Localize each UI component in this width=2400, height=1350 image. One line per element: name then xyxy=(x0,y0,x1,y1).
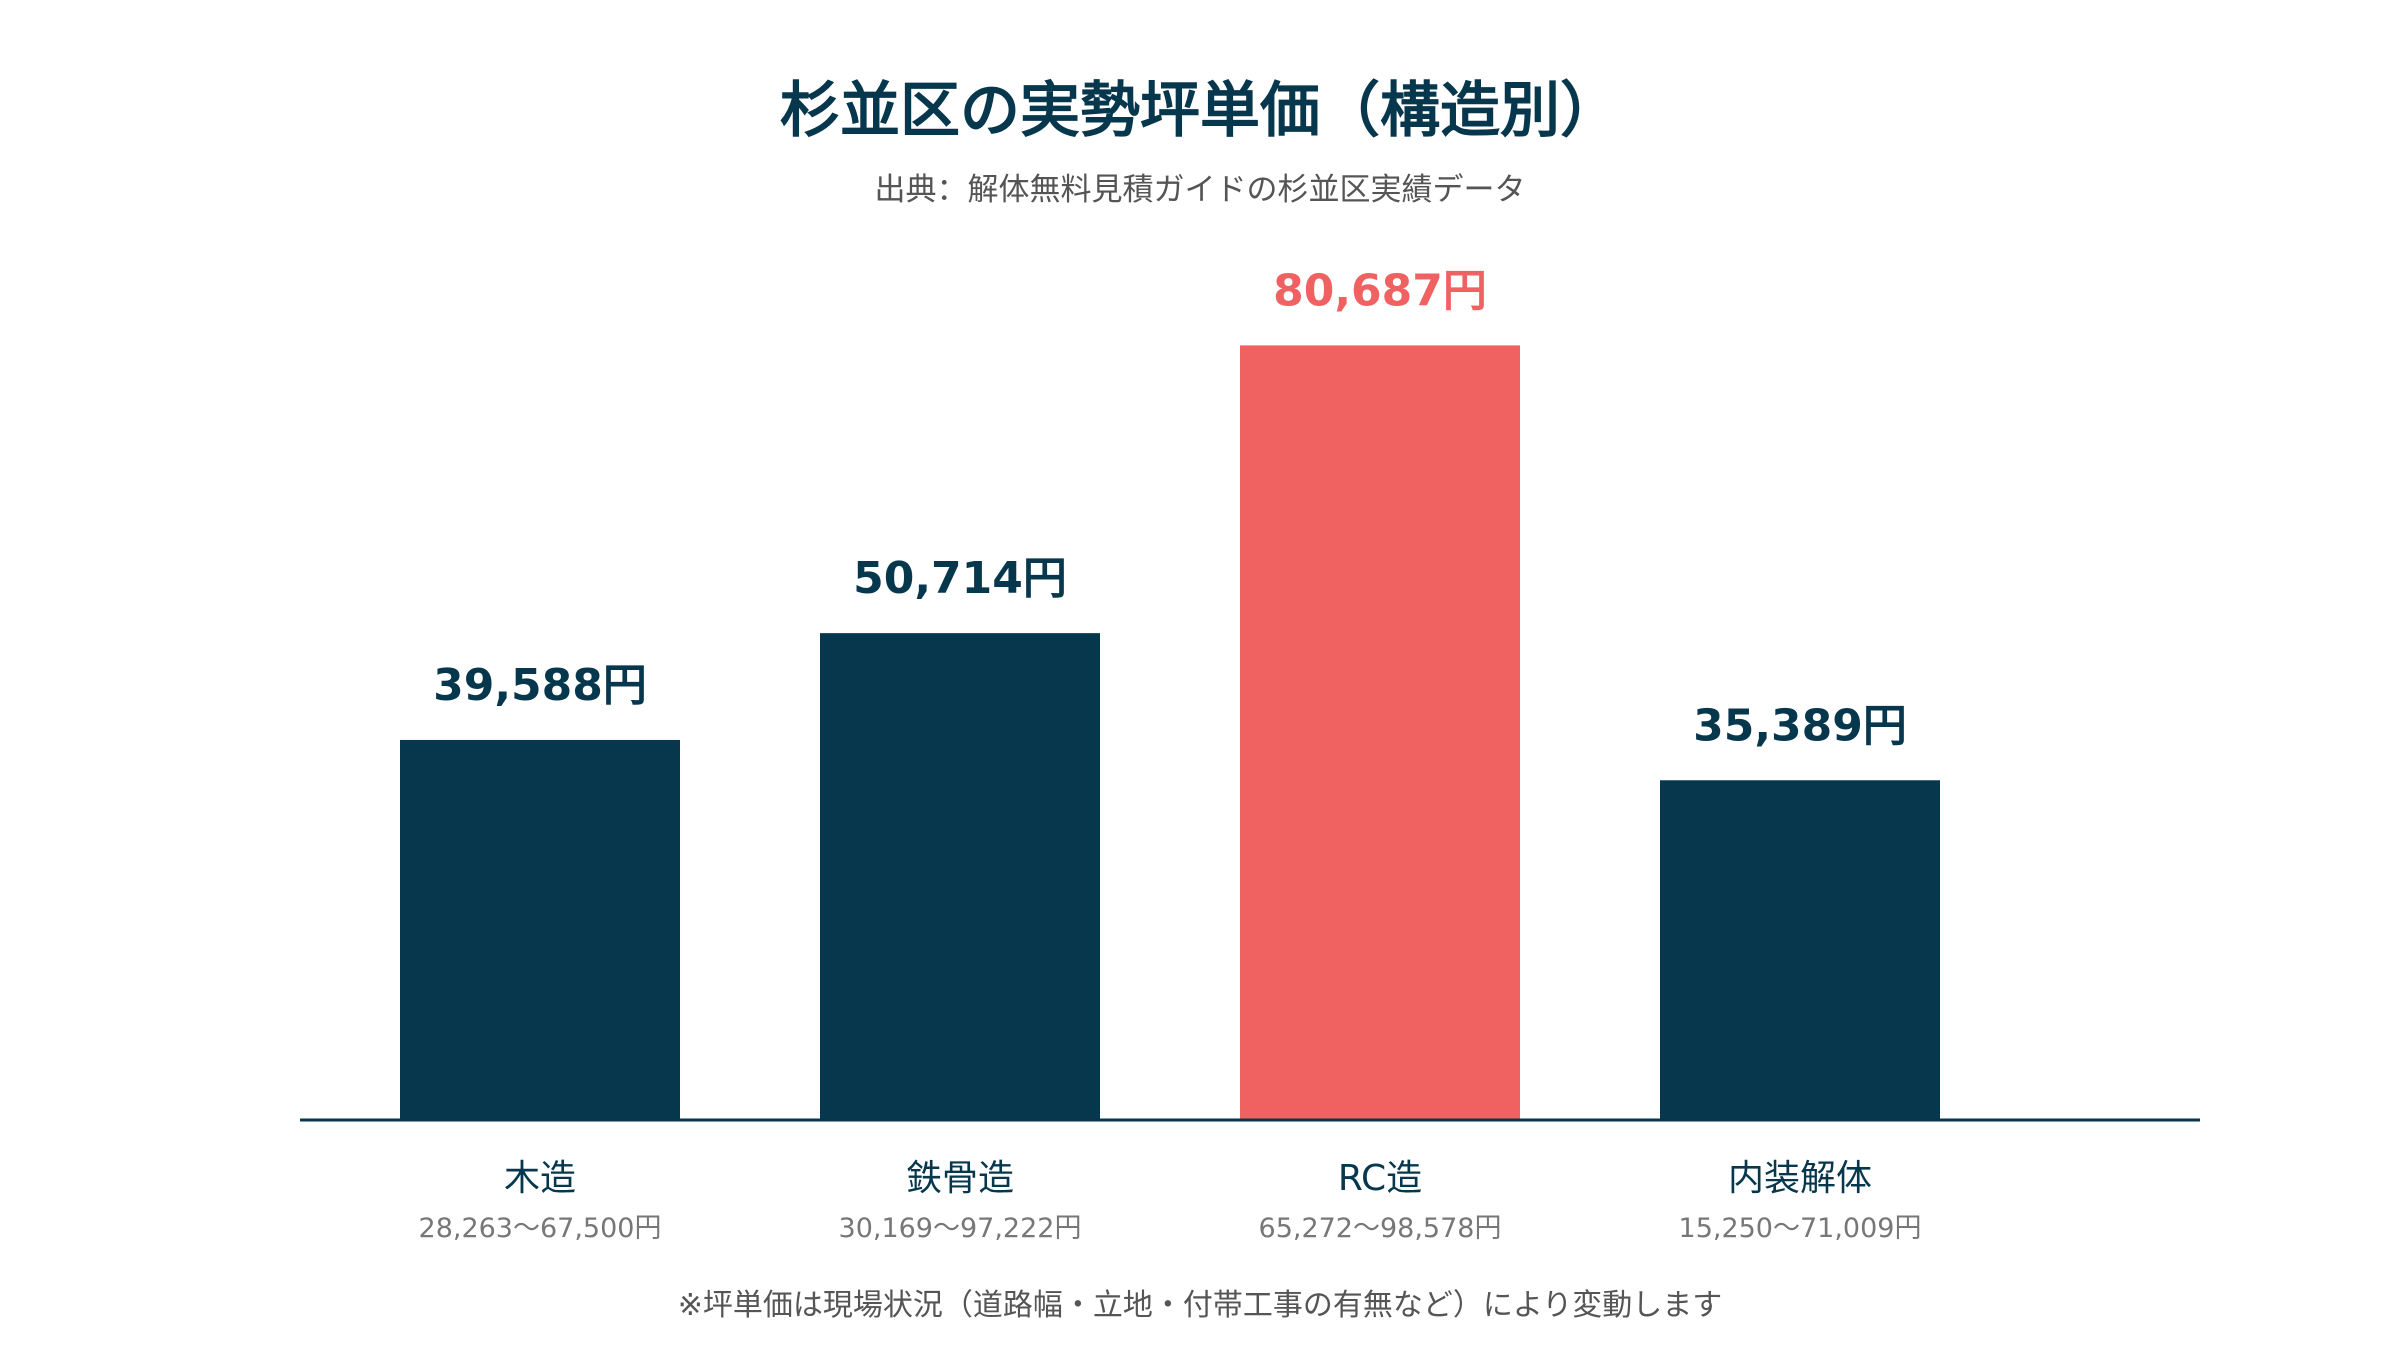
data-label: 39,588円 xyxy=(433,660,647,711)
chart-subtitle: 出典：解体無料見積ガイドの杉並区実績データ xyxy=(874,172,1526,208)
category-label: 鉄骨造 xyxy=(906,1158,1014,1199)
data-label: 50,714円 xyxy=(853,553,1067,604)
range-label: 15,250〜71,009円 xyxy=(1679,1213,1922,1244)
range-label: 28,263〜67,500円 xyxy=(419,1213,662,1244)
bar xyxy=(820,633,1100,1120)
chart-title: 杉並区の実勢坪単価（構造別） xyxy=(780,76,1620,146)
data-label: 80,687円 xyxy=(1273,265,1487,316)
bar xyxy=(1240,345,1520,1120)
category-label: RC造 xyxy=(1338,1158,1422,1199)
category-label: 木造 xyxy=(504,1158,576,1199)
bar xyxy=(400,739,680,1120)
bar xyxy=(1660,780,1940,1120)
range-label: 30,169〜97,222円 xyxy=(839,1213,1082,1244)
category-label: 内装解体 xyxy=(1728,1158,1872,1199)
data-label: 35,389円 xyxy=(1693,700,1907,751)
footnote: ※坪単価は現場状況（道路幅・立地・付帯工事の有無など）により変動します xyxy=(677,1288,1723,1323)
range-label: 65,272〜98,578円 xyxy=(1259,1213,1502,1244)
